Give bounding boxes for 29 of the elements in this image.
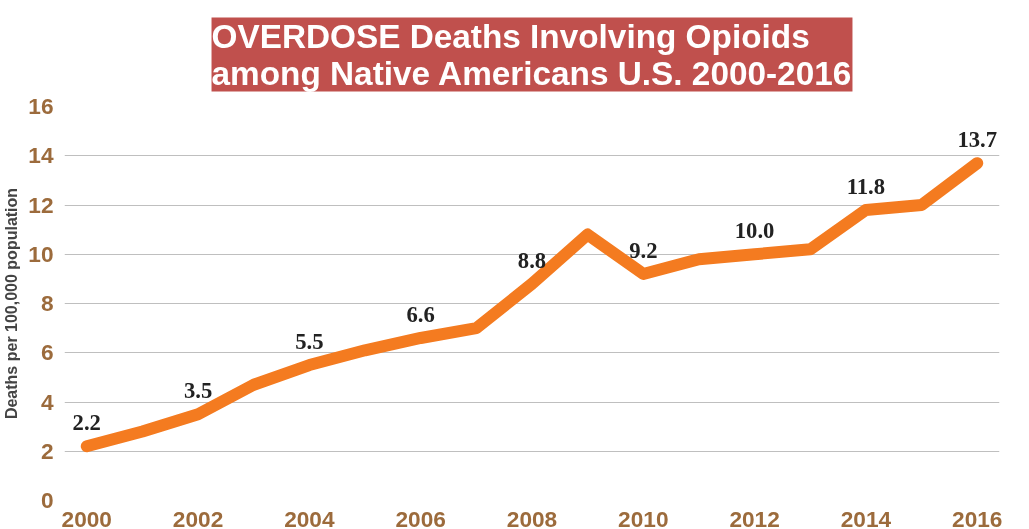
data-label: 11.8	[846, 173, 886, 199]
y-tick-label: 0	[40, 487, 54, 513]
data-label: 8.8	[517, 247, 547, 273]
y-tick-label: 4	[40, 388, 54, 415]
x-tick-label: 2012	[729, 505, 780, 529]
y-tick-label: 6	[40, 339, 54, 366]
y-tick-label: 16	[28, 93, 54, 119]
data-label: 5.5	[295, 329, 324, 355]
data-label: 6.6	[406, 301, 435, 327]
y-tick-label: 14	[28, 142, 54, 169]
x-tick-label: 2010	[618, 505, 669, 529]
data-label: 3.5	[183, 378, 213, 404]
chart-title: OVERDOSE Deaths Involving Opioids among Native Americans U.S. 2000-2016	[211, 17, 852, 92]
x-tick-label: 2014	[840, 505, 892, 529]
x-tick-label: 2002	[172, 505, 224, 529]
x-tick-label: 2004	[284, 505, 335, 529]
y-tick-label: 10	[28, 240, 54, 267]
data-label: 2.2	[72, 410, 101, 436]
y-tick-label: 12	[28, 191, 54, 218]
y-tick-label: 8	[40, 290, 54, 316]
y-axis-title: Deaths per 100,000 population	[3, 187, 21, 420]
data-label: 10.0	[734, 218, 775, 244]
x-tick-label: 2006	[395, 505, 446, 529]
x-tick-label: 2008	[506, 505, 558, 529]
data-label: 9.2	[629, 237, 658, 263]
x-tick-label: 2016	[952, 505, 1003, 529]
x-tick-label: 2000	[61, 505, 112, 529]
data-label: 13.7	[957, 127, 998, 153]
y-tick-label: 2	[40, 437, 54, 464]
